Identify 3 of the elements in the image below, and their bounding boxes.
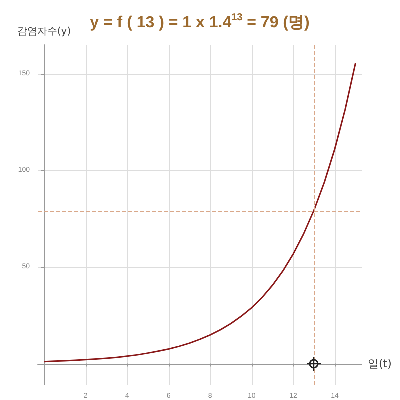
line-series — [43, 62, 357, 363]
y-axis-title: 감염자수(y) — [17, 26, 72, 38]
x-axis-title: 일(t) — [368, 357, 392, 370]
